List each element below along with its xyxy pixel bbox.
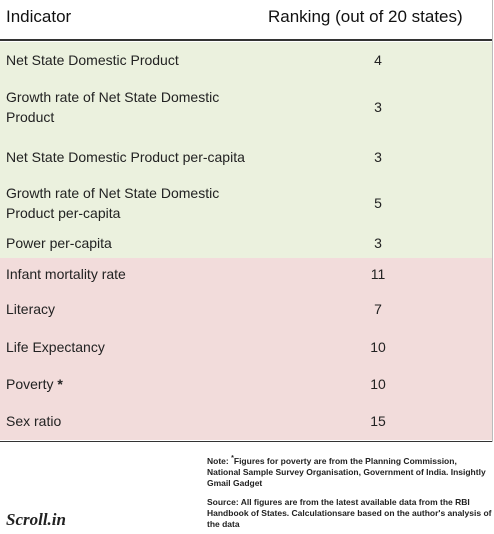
table-row: Life Expectancy 10 xyxy=(0,328,492,365)
note: Note: *Figures for poverty are from the … xyxy=(207,453,487,489)
indicator-cell: Net State Domestic Product xyxy=(6,50,256,70)
rank-cell: 3 xyxy=(374,148,382,165)
indicator-text: Net State Domestic Product per-capita xyxy=(6,148,245,165)
indicator-text: Growth rate of Net State Domestic Produc… xyxy=(6,88,220,125)
indicator-cell: Net State Domestic Product per-capita xyxy=(6,147,256,167)
table-row: Growth rate of Net State Domestic Produc… xyxy=(0,78,492,135)
indicator-cell: Poverty * xyxy=(6,374,256,394)
table-row: Net State Domestic Product per-capita 3 xyxy=(0,135,492,178)
indicator-cell: Life Expectancy xyxy=(6,337,256,357)
indicator-text: Power per-capita xyxy=(6,235,112,251)
indicator-text: Life Expectancy xyxy=(6,338,105,355)
table-row: Sex ratio 15 xyxy=(0,402,492,440)
table-rule xyxy=(0,441,492,442)
indicator-text: Infant mortality rate xyxy=(6,266,126,282)
indicator-cell: Power per-capita xyxy=(6,233,256,253)
indicator-text: Sex ratio xyxy=(6,413,62,429)
note-mark: * xyxy=(231,454,234,462)
indicator-text: Growth rate of Net State Domestic Produc… xyxy=(6,185,220,221)
indicator-text: Literacy xyxy=(6,301,56,317)
indicator-text: Net State Domestic Product xyxy=(6,52,179,68)
note-text: Figures for poverty are from the Plannin… xyxy=(207,455,486,488)
table-row: Power per-capita 3 xyxy=(0,228,492,258)
rank-cell: 10 xyxy=(370,375,386,392)
indicator-cell: Literacy xyxy=(6,299,256,319)
rank-cell: 3 xyxy=(374,98,382,115)
rank-cell: 4 xyxy=(374,52,382,68)
indicator-cell: Growth rate of Net State Domestic Produc… xyxy=(6,183,256,223)
indicator-cell: Growth rate of Net State Domestic Produc… xyxy=(6,87,256,127)
header-ranking: Ranking (out of 20 states) xyxy=(268,7,463,26)
indicator-cell: Sex ratio xyxy=(6,411,256,431)
source: Source: All figures are from the latest … xyxy=(207,497,492,529)
indicator-text: Poverty xyxy=(6,375,54,392)
header-indicator: Indicator xyxy=(6,7,72,26)
table-row: Poverty * 10 xyxy=(0,365,492,402)
header-rule xyxy=(0,39,492,41)
table-row: Infant mortality rate 11 xyxy=(0,258,492,290)
rank-cell: 10 xyxy=(370,338,386,355)
indicator-cell: Infant mortality rate xyxy=(6,264,256,284)
table-edge xyxy=(492,0,493,442)
logo: Scroll.in xyxy=(6,510,66,529)
table-row: Net State Domestic Product 4 xyxy=(0,42,492,78)
rank-cell: 3 xyxy=(374,235,382,251)
table-row: Literacy 7 xyxy=(0,290,492,328)
table-row: Growth rate of Net State Domestic Produc… xyxy=(0,178,492,228)
rank-cell: 15 xyxy=(370,413,386,429)
note-label: Note: xyxy=(207,455,229,466)
rank-cell: 11 xyxy=(370,266,386,282)
rank-cell: 5 xyxy=(374,195,382,211)
note-mark: * xyxy=(57,375,63,392)
rank-cell: 7 xyxy=(374,301,382,317)
